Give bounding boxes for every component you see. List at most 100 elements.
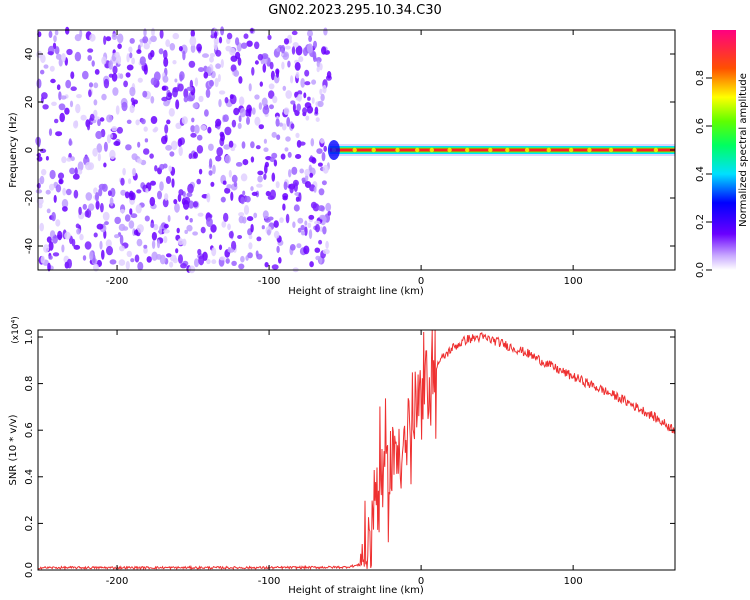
spectrogram-noise-cell xyxy=(39,222,44,232)
spectrogram-noise-cell xyxy=(86,122,91,131)
spectrogram-noise-cell xyxy=(136,238,143,247)
spectrogram-noise-cell xyxy=(297,227,302,233)
spectrogram-noise-cell xyxy=(133,229,139,236)
spectrogram-noise-cell xyxy=(245,195,251,203)
snr-y-axis-label: SNR (10 * v/v) xyxy=(8,414,19,485)
spectrogram-noise-cell xyxy=(182,50,186,61)
spectrogram-noise-cell xyxy=(283,181,288,190)
spectrogram-x-ticks: -200 -100 0 100 xyxy=(106,30,583,287)
spectrogram-noise-cell xyxy=(235,37,240,46)
spectrogram-noise-cell xyxy=(210,181,215,187)
spectrogram-noise-cell xyxy=(311,79,317,85)
spectrogram-noise-cell xyxy=(283,107,290,115)
spectrogram-tone-fluctuation xyxy=(568,147,574,153)
spectrogram-noise-cell xyxy=(287,60,291,68)
spectrogram-noise-cell xyxy=(247,252,253,259)
spectrogram-noise-cell xyxy=(268,216,274,221)
spectrogram-noise-cell xyxy=(269,104,274,110)
colorbar-tick-label: 0.8 xyxy=(695,70,706,86)
spectrogram-noise-cell xyxy=(291,46,296,55)
colorbar-tick-label: 0.4 xyxy=(695,166,706,182)
spectrogram-noise-cell xyxy=(248,83,252,92)
spectrogram-noise-cell xyxy=(175,248,179,254)
spectrogram-noise-cell xyxy=(251,191,258,196)
spectrogram-noise-cell xyxy=(137,77,143,83)
spectrogram-noise-cell xyxy=(261,225,265,230)
spectrogram-noise-cell xyxy=(239,107,246,118)
spectrogram-noise-cell xyxy=(242,159,249,166)
spectrogram-noise-cell xyxy=(113,141,121,146)
spectrogram-noise-cell xyxy=(117,33,124,44)
spectrogram-noise-cell xyxy=(35,189,43,194)
spectrogram-noise-cell xyxy=(312,203,320,212)
spectrogram-noise-cell xyxy=(303,47,308,57)
spectrogram-noise-cell xyxy=(151,231,157,241)
spectrogram-noise-cell xyxy=(93,99,98,106)
spectrogram-noise-cell xyxy=(54,30,59,36)
spectrogram-noise-cell xyxy=(264,161,269,168)
spectrogram-noise-cell xyxy=(196,134,203,141)
spectrogram-noise-cell xyxy=(293,204,300,212)
spectrogram-noise-cell xyxy=(98,183,106,190)
spectrogram-noise-cell xyxy=(154,126,159,132)
spectrogram-tone-fluctuation xyxy=(587,147,592,153)
spectrogram-noise-cell xyxy=(88,203,95,211)
spectrogram-noise-cell xyxy=(230,64,237,72)
spectrogram-noise-cell xyxy=(269,61,274,70)
spectrogram-noise-cell xyxy=(173,199,178,205)
spectrogram-noise-cell xyxy=(162,198,169,208)
spectrogram-noise-cell xyxy=(198,67,205,73)
spectrogram-noise-cell xyxy=(51,211,56,222)
spectrogram-noise-cell xyxy=(179,74,183,82)
spectrogram-noise-cell xyxy=(118,259,126,266)
spectrogram-noise-cell xyxy=(93,82,99,89)
spectrogram-tone-fluctuation xyxy=(447,147,452,153)
spectrogram-noise-cell xyxy=(188,153,193,160)
spectrogram-noise-cell xyxy=(295,132,300,138)
spectrogram-noise-cell xyxy=(52,235,58,244)
spectrogram-noise-cell xyxy=(125,144,132,151)
spectrogram-noise-cell xyxy=(224,126,232,136)
spectrogram-noise-cell xyxy=(218,99,222,108)
spectrogram-noise-cell xyxy=(89,113,95,121)
spectrogram-noise-cell xyxy=(217,74,221,82)
spectrogram-noise-cell xyxy=(165,176,172,184)
spectrogram-noise-cell xyxy=(256,236,262,242)
spectrogram-noise-cell xyxy=(42,104,49,110)
spectrogram-noise-cell xyxy=(319,214,326,220)
spectrogram-noise-cell xyxy=(164,193,169,201)
spectrogram-tone-fluctuation xyxy=(524,147,530,153)
spectrogram-noise-cell xyxy=(89,33,96,42)
x-tick-label: 100 xyxy=(564,576,583,587)
spectrogram-noise-cell xyxy=(200,226,206,234)
spectrogram-tone-fluctuation xyxy=(505,147,510,153)
snr-y-ticks: 0.0 0.2 0.4 0.6 0.8 1.0 xyxy=(24,329,675,578)
spectrogram-noise-cell xyxy=(281,61,285,70)
spectrogram-noise-cell xyxy=(75,103,81,114)
spectrogram-noise-cell xyxy=(55,131,63,137)
spectrogram-noise-cell xyxy=(243,33,249,39)
spectrogram-noise-cell xyxy=(49,169,56,180)
spectrogram-noise-cell xyxy=(322,249,330,255)
snr-x-axis-label: Height of straight line (km) xyxy=(288,585,424,596)
spectrogram-noise-cell xyxy=(69,167,76,175)
spectrogram-noise-cell xyxy=(172,60,177,65)
spectrogram-noise-cell xyxy=(248,242,253,250)
spectrogram-noise-cell xyxy=(204,109,209,117)
spectrogram-noise-cell xyxy=(66,157,72,162)
spectrogram-noise-cell xyxy=(143,148,150,155)
spectrogram-noise-cell xyxy=(209,79,214,87)
spectrogram-noise-cell xyxy=(237,122,242,129)
spectrogram-noise-cell xyxy=(172,32,180,40)
spectrogram-noise-cell xyxy=(216,147,223,157)
spectrogram-noise-cell xyxy=(130,213,138,219)
spectrogram-noise-cell xyxy=(55,53,62,60)
spectrogram-noise-cell xyxy=(314,247,321,253)
spectrogram-noise-cell xyxy=(315,224,320,233)
spectrogram-noise-cell xyxy=(126,250,132,258)
spectrogram-noise-cell xyxy=(39,148,47,153)
spectrogram-noise-cell xyxy=(54,46,60,55)
x-tick-label: 100 xyxy=(564,276,583,287)
spectrogram-noise-cell xyxy=(65,188,72,196)
